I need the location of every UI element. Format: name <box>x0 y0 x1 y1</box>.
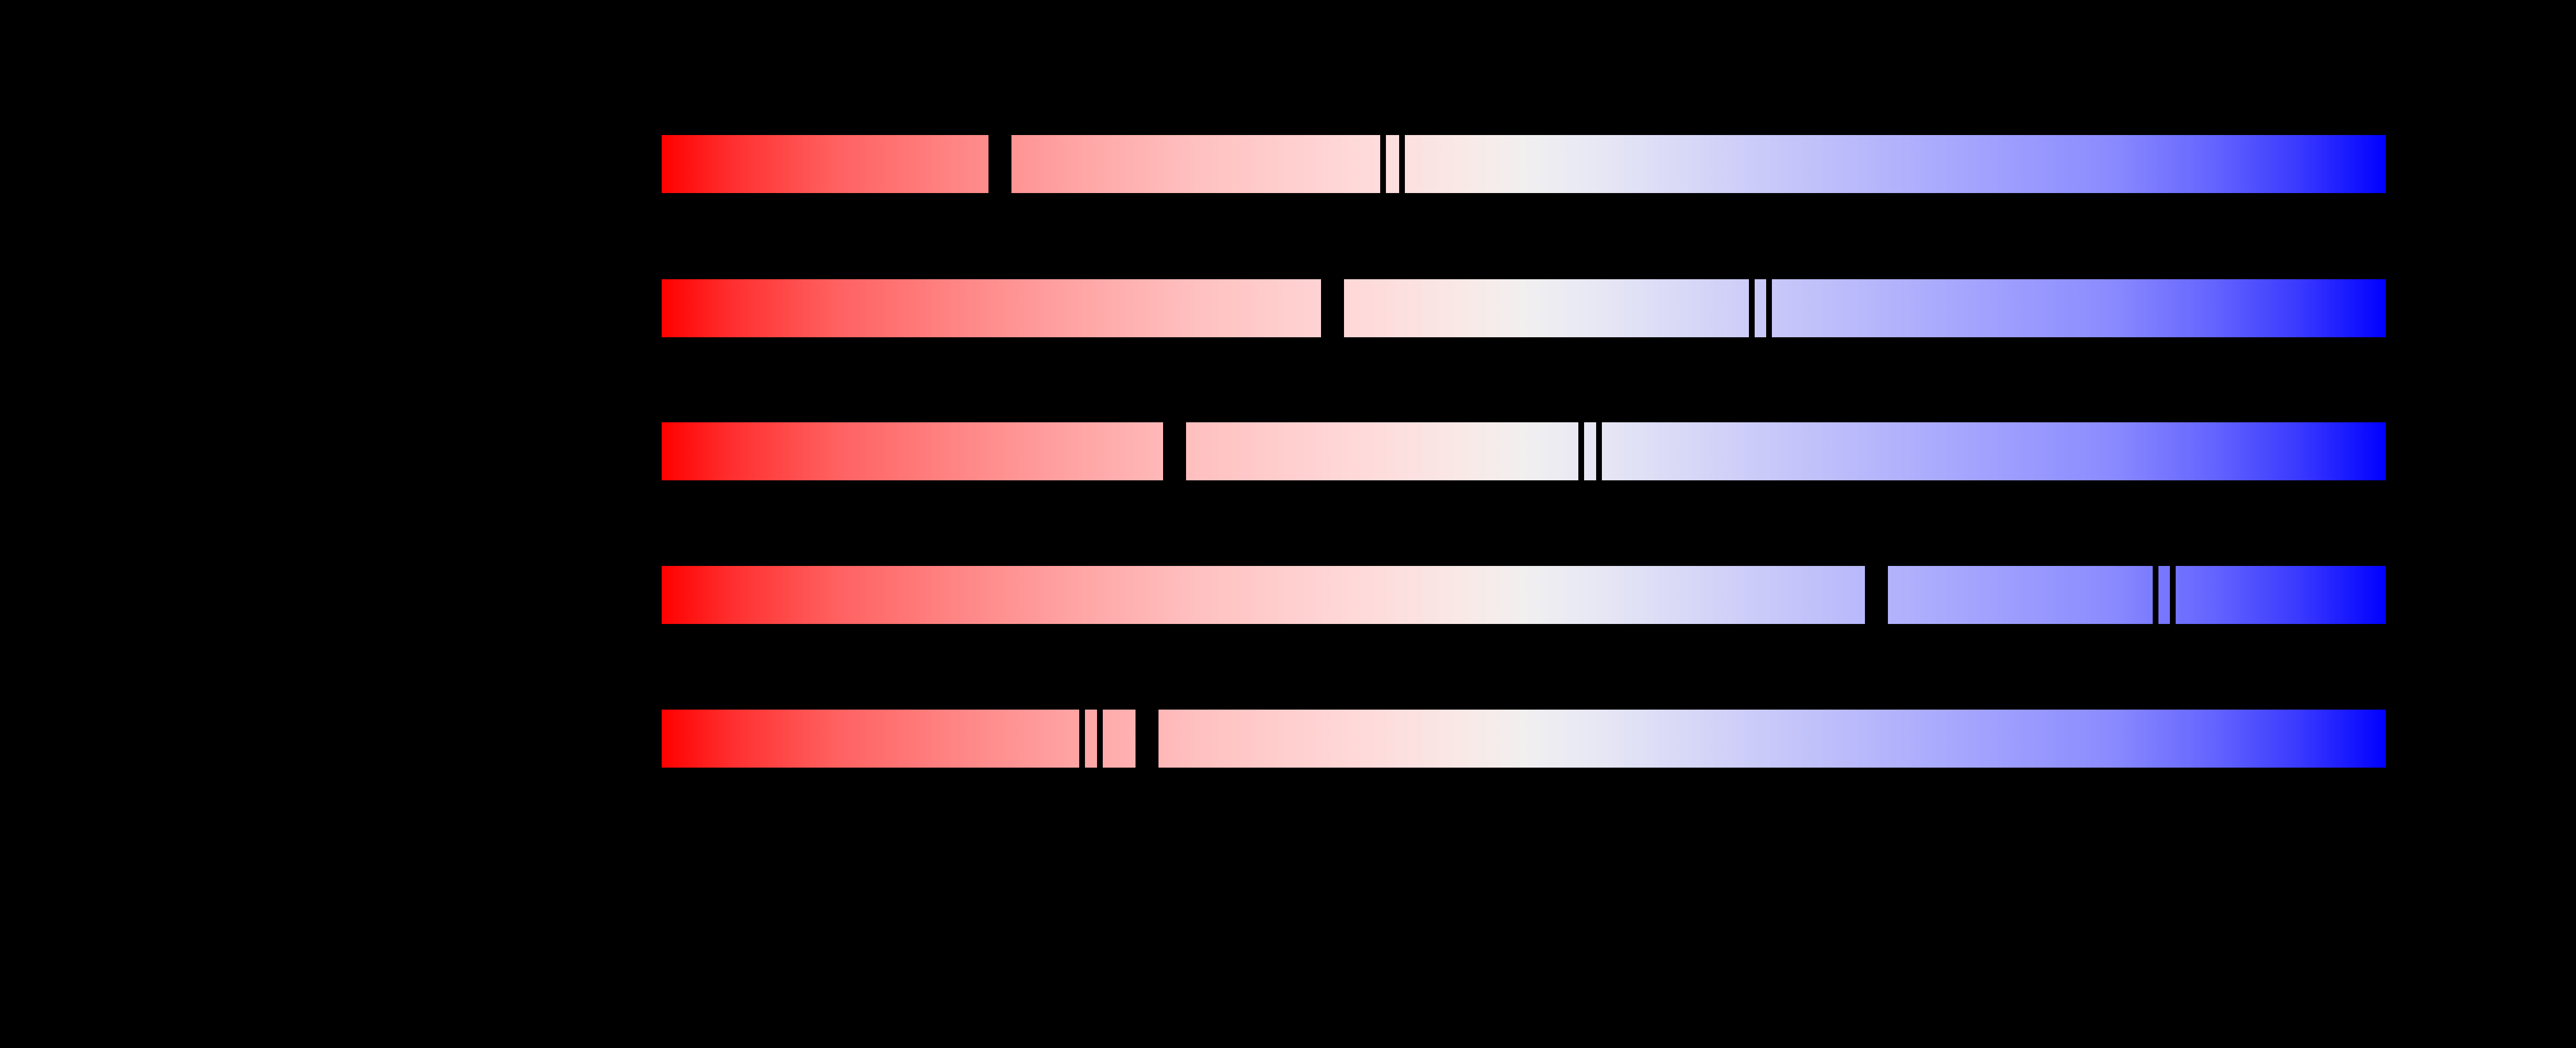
gradient-strip-row-4 <box>662 566 2386 624</box>
thick-gap-marker <box>988 135 1011 193</box>
thin-line-marker <box>1766 279 1772 337</box>
thick-gap-marker <box>1163 422 1186 480</box>
thick-gap-marker <box>1136 710 1158 768</box>
gradient-strip-row-5 <box>662 710 2386 768</box>
gradient-strip-row-1 <box>662 135 2386 193</box>
thin-line-marker <box>2170 566 2176 624</box>
thin-line-marker <box>1399 135 1405 193</box>
thin-line-marker <box>1380 135 1386 193</box>
thin-line-marker <box>1097 710 1103 768</box>
thick-gap-marker <box>1865 566 1888 624</box>
thin-line-marker <box>2153 566 2158 624</box>
thick-gap-marker <box>1321 279 1344 337</box>
gradient-strip-row-2 <box>662 279 2386 337</box>
gradient-strip-row-3 <box>662 422 2386 480</box>
thin-line-marker <box>1596 422 1602 480</box>
thin-line-marker <box>1079 710 1085 768</box>
thin-line-marker <box>1578 422 1584 480</box>
thin-line-marker <box>1749 279 1755 337</box>
